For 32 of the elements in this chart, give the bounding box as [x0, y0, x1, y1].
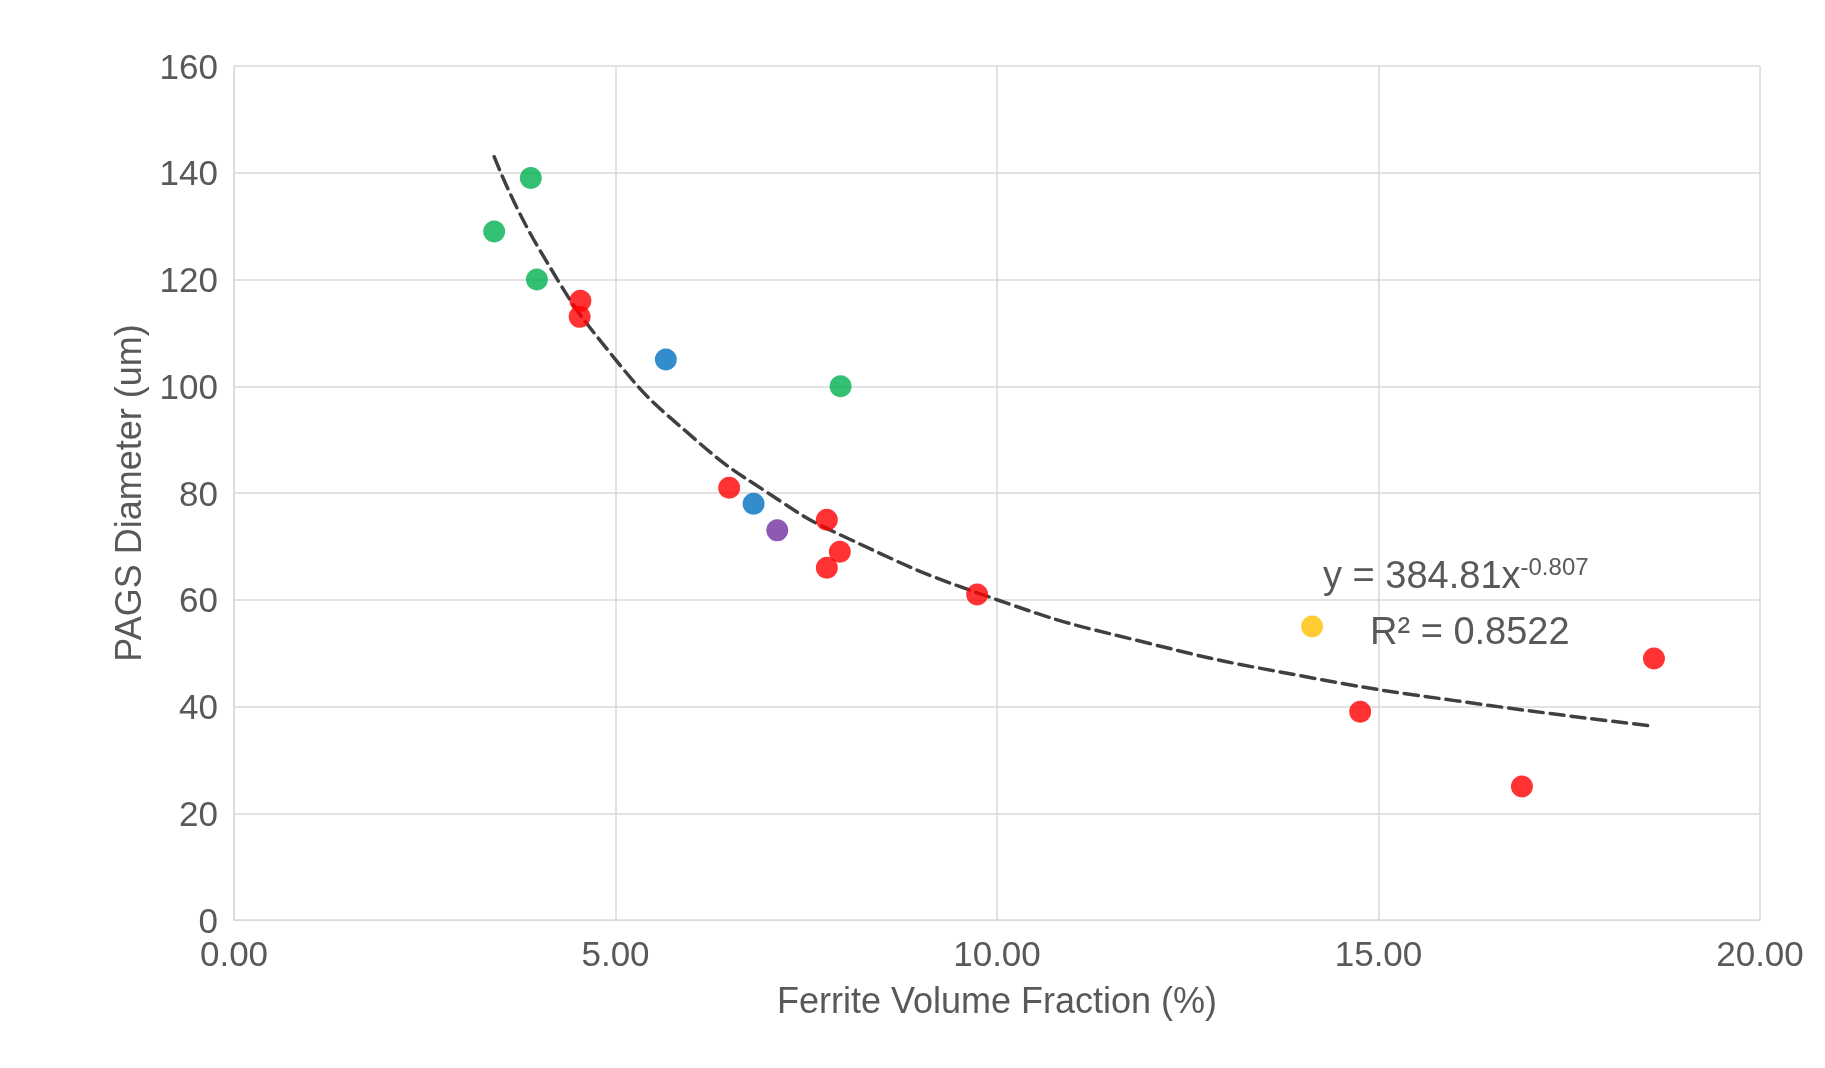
point: [815, 556, 838, 579]
point: [815, 508, 838, 531]
y-tick-label: 40: [179, 687, 218, 726]
y-axis-title: PAGS Diameter (um): [107, 324, 149, 662]
x-tick-label: 10.00: [953, 934, 1041, 973]
y-tick-label: 80: [179, 473, 218, 513]
x-axis-title: Ferrite Volume Fraction (%): [776, 979, 1218, 1021]
point: [654, 348, 677, 371]
point: [766, 519, 789, 542]
point: [829, 375, 852, 398]
annotation: R² = 0.8522: [1370, 610, 1570, 652]
point: [1642, 647, 1665, 670]
point: [519, 167, 542, 190]
point: [828, 540, 851, 563]
y-tick-label: 100: [159, 366, 218, 406]
y-tick-label: 20: [179, 793, 218, 833]
point: [742, 492, 765, 515]
y-tick-label: 140: [159, 153, 218, 193]
y-tick-label: 60: [179, 580, 218, 620]
y-tick-label: 120: [159, 260, 218, 299]
y-tick-label: 160: [159, 46, 218, 86]
x-tick-label: 15.00: [1334, 934, 1423, 973]
x-tick-label: 20.00: [1716, 934, 1804, 973]
point: [966, 583, 989, 606]
point: [483, 220, 506, 243]
point: [1349, 700, 1372, 723]
point: [568, 305, 591, 328]
x-tick-label: 5.00: [581, 934, 650, 973]
point: [1510, 775, 1533, 798]
point: [1301, 615, 1324, 638]
point: [718, 476, 741, 499]
point: [525, 268, 548, 291]
